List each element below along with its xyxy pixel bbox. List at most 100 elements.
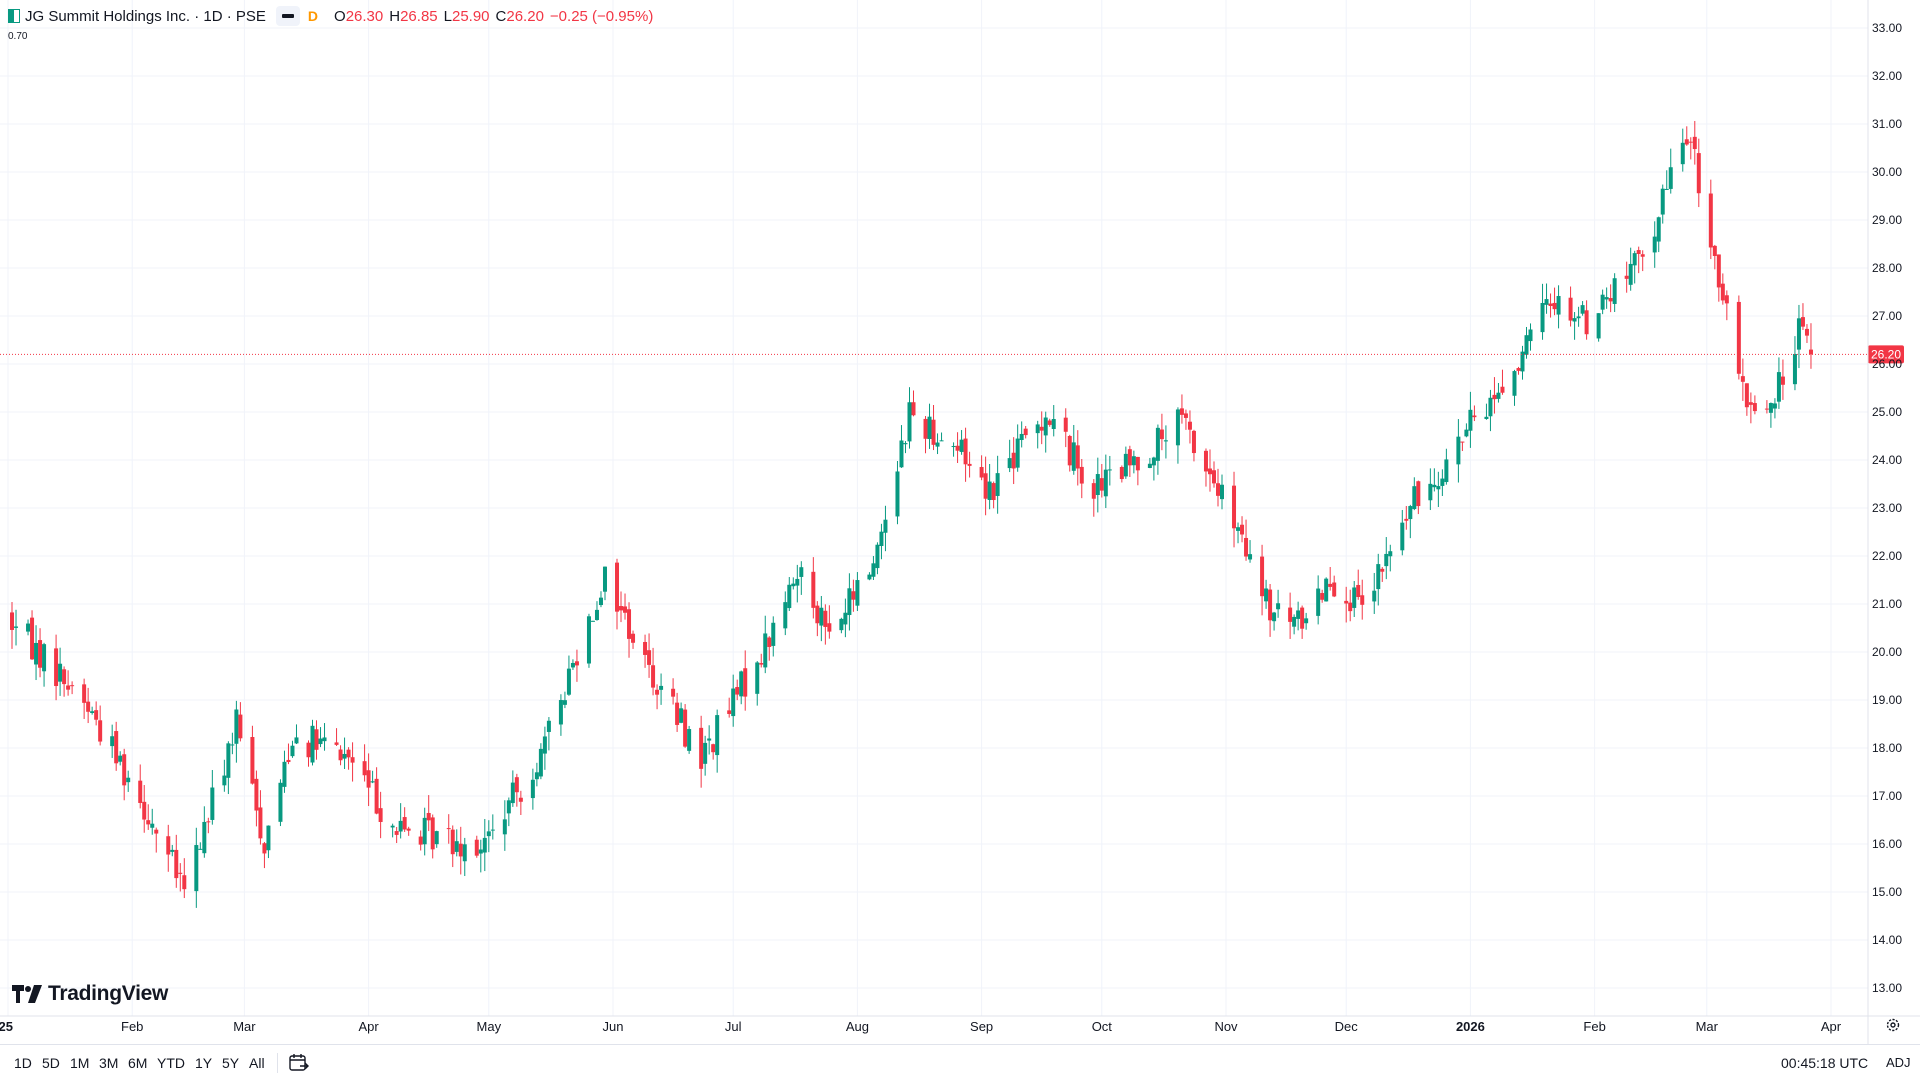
candle [1159, 413, 1164, 451]
candle [1776, 357, 1781, 409]
tradingview-logo[interactable]: TradingView [12, 982, 168, 1006]
candle [598, 591, 603, 608]
candle [1123, 446, 1128, 479]
candle [1316, 575, 1321, 625]
candle [1264, 579, 1269, 609]
x-tick-label: Feb [121, 1019, 143, 1034]
x-tick-label: Mar [1696, 1019, 1719, 1034]
x-tick-label: Aug [846, 1019, 869, 1034]
last-price-badge[interactable] [1868, 345, 1904, 364]
candle [594, 601, 599, 621]
range-button-5d[interactable]: 5D [42, 1055, 60, 1071]
range-button-5y[interactable]: 5Y [222, 1055, 240, 1071]
candle [1512, 369, 1517, 406]
hide-indicator-pill[interactable] [275, 6, 300, 26]
range-button-1m[interactable]: 1M [70, 1055, 90, 1071]
y-tick-label: 17.00 [1872, 789, 1902, 803]
range-button-3m[interactable]: 3M [99, 1055, 119, 1071]
range-button-all[interactable]: All [249, 1055, 265, 1071]
candle [1668, 148, 1673, 194]
candle [699, 715, 704, 788]
candle [1780, 359, 1785, 400]
candle [478, 839, 483, 873]
candle [1804, 324, 1809, 343]
candle [1288, 592, 1293, 639]
symbol-title[interactable]: JG Summit Holdings Inc. · 1D · PSE [25, 7, 266, 25]
candle [278, 779, 283, 827]
candle [1572, 312, 1577, 340]
candle [1556, 285, 1561, 329]
y-tick-label: 31.00 [1872, 117, 1902, 131]
candle [1488, 389, 1493, 432]
y-tick-label: 30.00 [1872, 165, 1902, 179]
candle [294, 724, 299, 745]
candle [602, 566, 607, 601]
candle [430, 814, 435, 859]
candle [1215, 468, 1220, 507]
candle [10, 602, 15, 649]
candle [827, 605, 832, 639]
candle [94, 701, 99, 726]
change-value: −0.25 (−0.95%) [549, 7, 654, 25]
adjust-toggle[interactable]: ADJ [1886, 1055, 1911, 1070]
x-tick-label: Mar [233, 1019, 256, 1034]
candle [703, 735, 708, 776]
candle [458, 826, 463, 875]
candle [727, 697, 732, 718]
candle [1183, 409, 1188, 430]
candle [1608, 284, 1613, 313]
candle [198, 842, 203, 850]
candle [1095, 457, 1100, 513]
range-button-ytd[interactable]: YTD [157, 1055, 185, 1071]
candle [711, 743, 716, 760]
candle [655, 684, 660, 710]
candle [122, 748, 127, 801]
candle [1736, 295, 1741, 380]
candle [366, 753, 371, 807]
range-button-1y[interactable]: 1Y [195, 1055, 213, 1071]
settings-gear-icon[interactable] [1885, 1017, 1901, 1033]
utc-clock[interactable]: 00:45:18 UTC [1781, 1055, 1869, 1071]
candle [150, 808, 155, 835]
candle [142, 785, 147, 833]
candle [1352, 581, 1357, 618]
candle [322, 723, 327, 751]
price-chart[interactable]: 26.20 13.00 14.00 15.00 16.00 17.00 18.00 19.0… [0, 0, 1920, 1044]
candle [1708, 179, 1713, 260]
toolbar-divider [277, 1053, 278, 1073]
date-range-calendar-icon[interactable] [288, 1053, 310, 1073]
close-value: 26.20 [506, 7, 544, 25]
candle [350, 742, 355, 782]
candle [1203, 448, 1208, 487]
candle [1043, 411, 1048, 453]
candle [114, 721, 119, 771]
x-tick-label: Oct [1092, 1019, 1113, 1034]
range-button-1d[interactable]: 1D [14, 1055, 32, 1071]
candle [1023, 425, 1028, 439]
candle [923, 416, 928, 454]
high-label: H [389, 7, 401, 25]
candle [615, 558, 620, 630]
candle [1716, 254, 1721, 302]
symbol-legend: JG Summit Holdings Inc. · 1D · PSE D O 26… [8, 6, 653, 26]
candle [1151, 456, 1156, 481]
candle [342, 737, 347, 769]
candle [82, 678, 87, 719]
candle [1372, 572, 1377, 614]
candle [799, 561, 804, 595]
candle [202, 806, 207, 858]
candle [374, 767, 379, 815]
candle [1236, 522, 1241, 544]
candle [518, 790, 523, 815]
candle [1808, 323, 1813, 369]
range-button-6m[interactable]: 6M [128, 1055, 148, 1071]
candle [1472, 405, 1477, 422]
candle [1191, 429, 1196, 462]
candle [1796, 304, 1801, 369]
y-tick-label: 13.00 [1872, 981, 1902, 995]
high-value: 26.85 [400, 7, 438, 25]
candle [1356, 569, 1361, 600]
candle [855, 572, 860, 611]
candle [1304, 612, 1309, 630]
